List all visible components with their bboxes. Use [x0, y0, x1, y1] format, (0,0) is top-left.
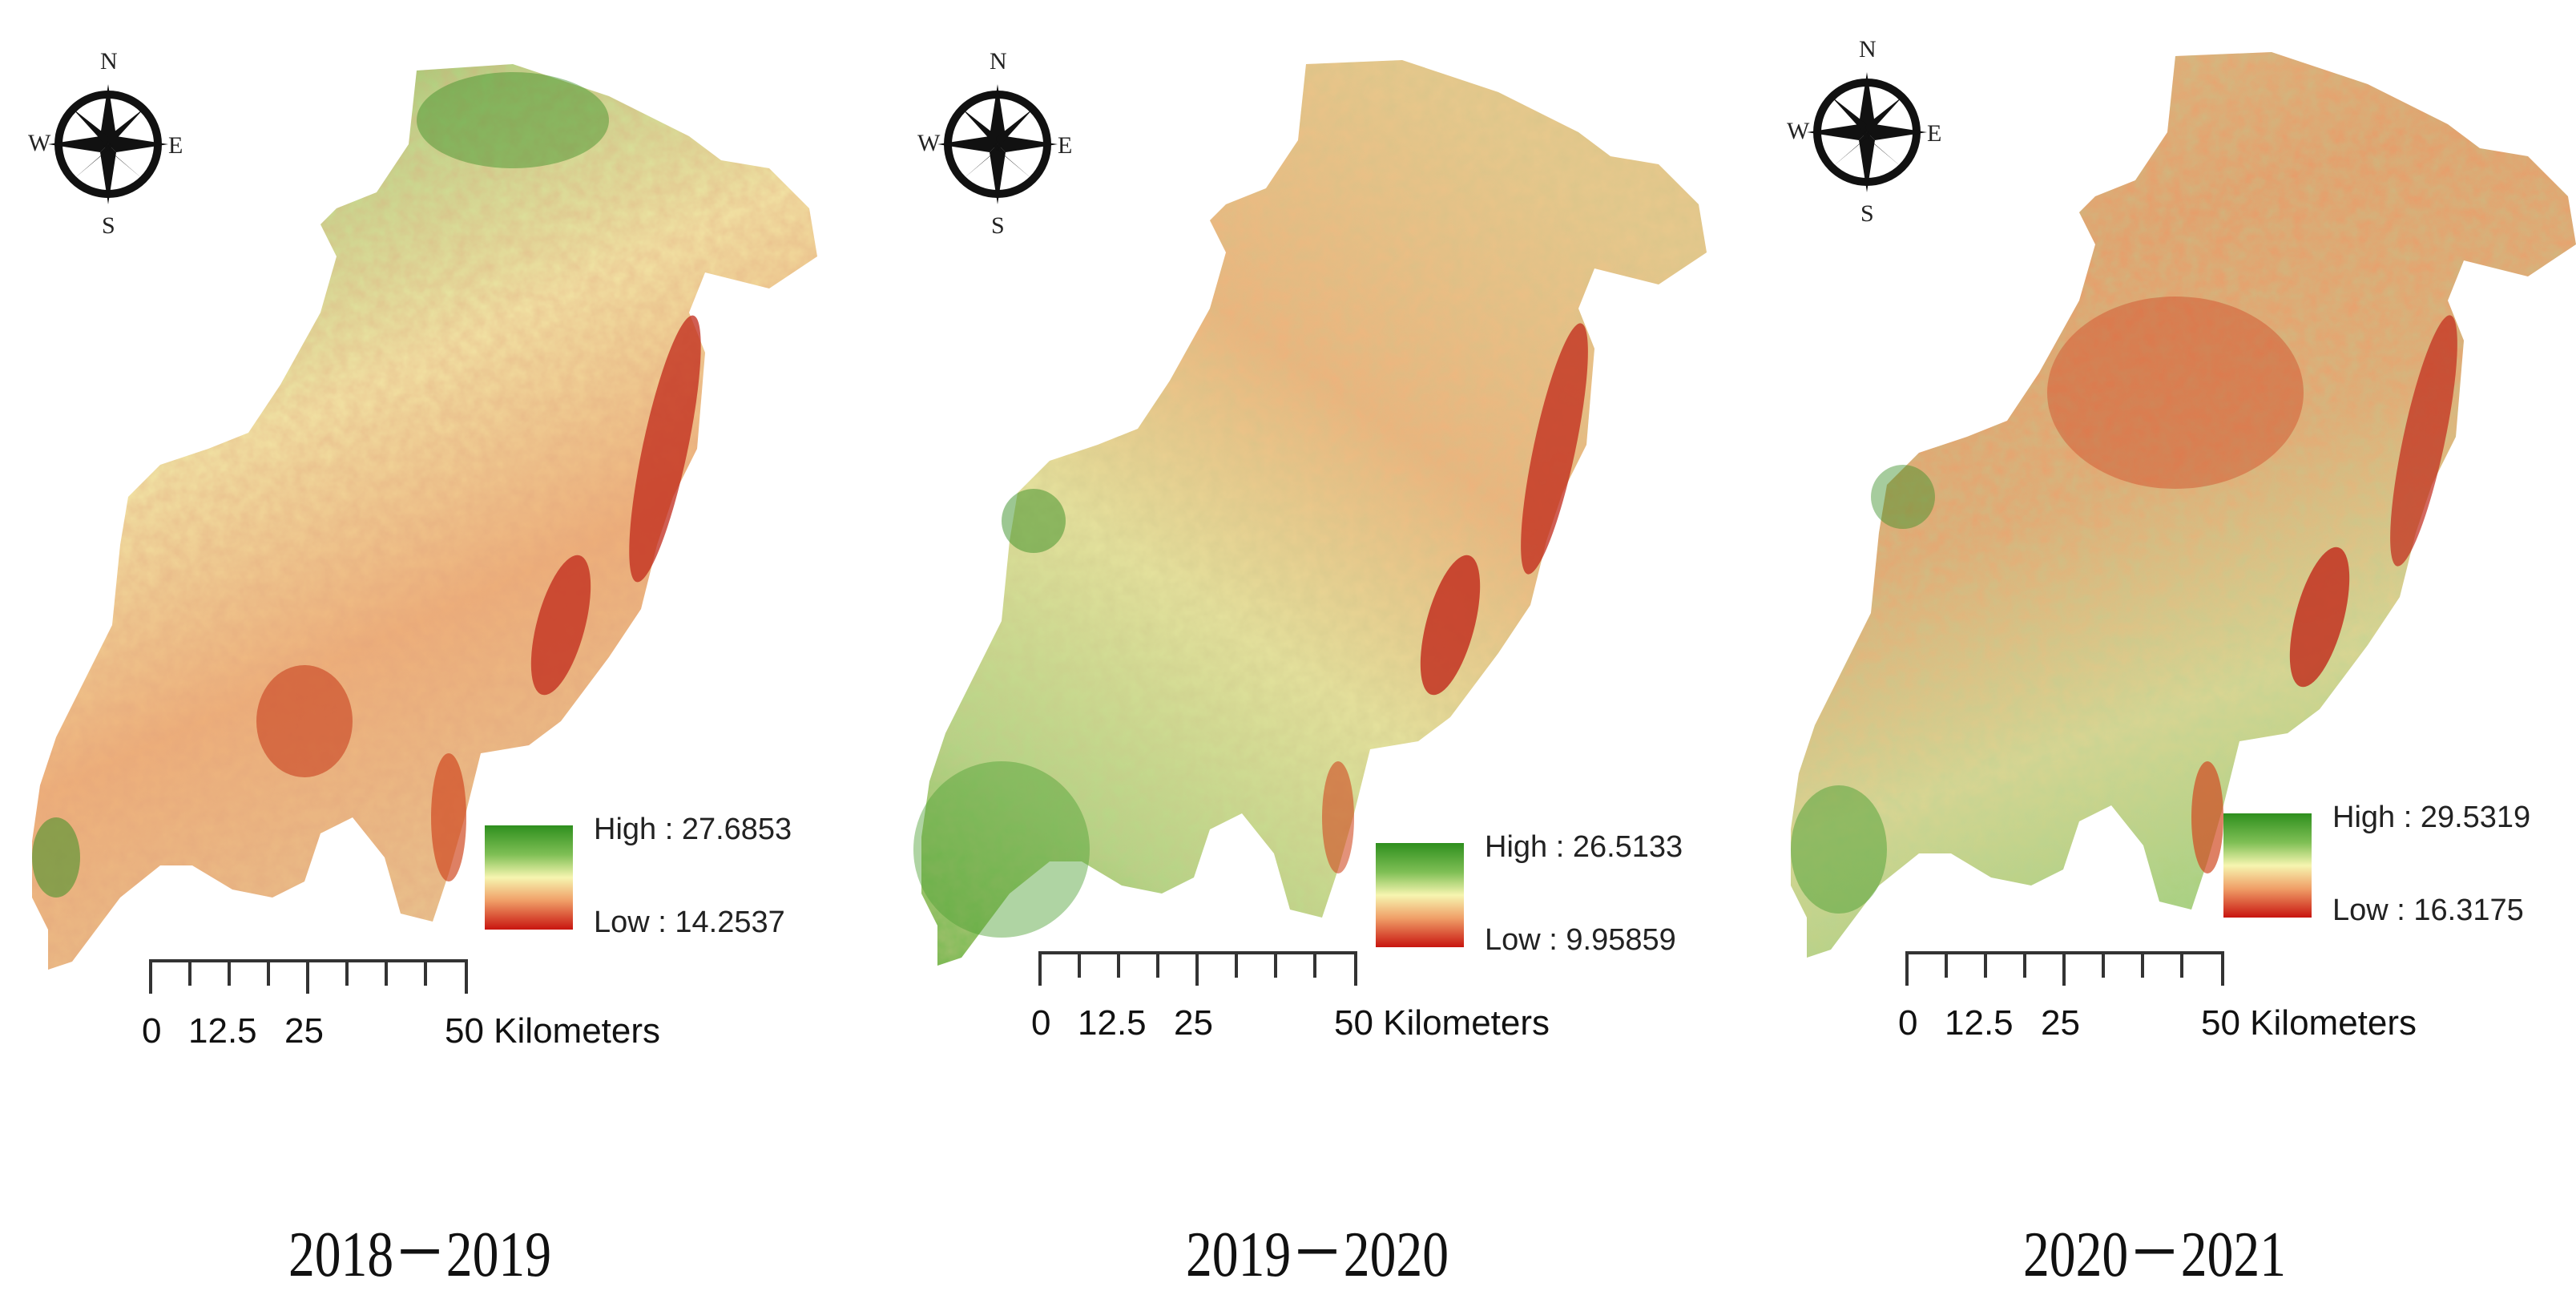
compass-rose-icon: [48, 84, 168, 204]
compass-south-label: S: [1860, 200, 1874, 227]
compass-north-label: N: [990, 48, 1007, 75]
compass-rose-icon: [937, 84, 1058, 204]
value-legend: High : 27.6853 Low : 14.2537: [485, 813, 861, 946]
raster-map: [1791, 52, 2576, 958]
map-panel-2018-2019: N S W E High : 27.6853 Low : 14.2537 0 1…: [0, 0, 859, 1299]
compass-west-label: W: [1787, 118, 1810, 144]
compass-east-label: E: [168, 132, 183, 159]
scale-label-50-km: 50 Kilometers: [1334, 1003, 1550, 1043]
color-ramp: [485, 825, 573, 930]
scale-bar-ticks: [1905, 951, 2224, 986]
scale-label-50-km: 50 Kilometers: [2201, 1003, 2417, 1043]
north-arrow-compass: N S W E: [1787, 36, 1941, 228]
north-arrow-compass: N S W E: [28, 48, 183, 240]
map-panel-2019-2020: N S W E High : 26.5133 Low : 9.95859 0 1…: [889, 0, 1748, 1299]
scale-bar: 0 12.5 25 50 Kilometers: [1898, 950, 2514, 1063]
scale-label-12-5: 12.5: [1945, 1003, 2014, 1043]
color-ramp: [2223, 813, 2312, 918]
compass-east-label: E: [1058, 132, 1073, 159]
scale-label-25: 25: [1174, 1003, 1213, 1043]
value-legend: High : 26.5133 Low : 9.95859: [1376, 830, 1752, 963]
raster-map: [32, 64, 817, 970]
scale-label-0: 0: [1031, 1003, 1051, 1043]
compass-east-label: E: [1927, 120, 1942, 147]
scale-label-25: 25: [2041, 1003, 2080, 1043]
panel-caption: 2018－2019: [288, 1220, 551, 1290]
legend-low-label: Low : 14.2537: [594, 906, 785, 939]
legend-high-label: High : 26.5133: [1485, 830, 1683, 864]
value-legend: High : 29.5319 Low : 16.3175: [2223, 801, 2576, 934]
scale-bar-ticks: [149, 959, 468, 994]
scale-label-0: 0: [142, 1011, 162, 1051]
compass-south-label: S: [991, 212, 1005, 239]
scale-label-12-5: 12.5: [1078, 1003, 1147, 1043]
scale-label-25: 25: [284, 1011, 324, 1051]
panel-caption: 2019－2020: [1186, 1220, 1449, 1290]
scale-label-12-5: 12.5: [188, 1011, 257, 1051]
compass-south-label: S: [102, 212, 115, 239]
color-ramp: [1376, 843, 1464, 947]
map-panel-2020-2021: N S W E High : 29.5319 Low : 16.3175 0 1…: [1759, 0, 2576, 1299]
north-arrow-compass: N S W E: [917, 48, 1072, 240]
compass-rose-icon: [1807, 72, 1927, 192]
raster-map: [913, 60, 1707, 966]
compass-north-label: N: [100, 48, 118, 75]
compass-west-label: W: [28, 130, 51, 156]
legend-low-label: Low : 16.3175: [2332, 894, 2524, 927]
scale-label-0: 0: [1898, 1003, 1918, 1043]
compass-west-label: W: [917, 130, 941, 156]
legend-high-label: High : 29.5319: [2332, 801, 2531, 834]
legend-high-label: High : 27.6853: [594, 813, 792, 846]
scale-bar-ticks: [1038, 951, 1357, 986]
panel-caption: 2020－2021: [2023, 1220, 2286, 1290]
legend-low-label: Low : 9.95859: [1485, 923, 1676, 957]
scale-bar: 0 12.5 25 50 Kilometers: [142, 958, 757, 1071]
scale-bar: 0 12.5 25 50 Kilometers: [1031, 950, 1647, 1063]
scale-label-50-km: 50 Kilometers: [445, 1011, 661, 1051]
compass-north-label: N: [1859, 36, 1877, 63]
